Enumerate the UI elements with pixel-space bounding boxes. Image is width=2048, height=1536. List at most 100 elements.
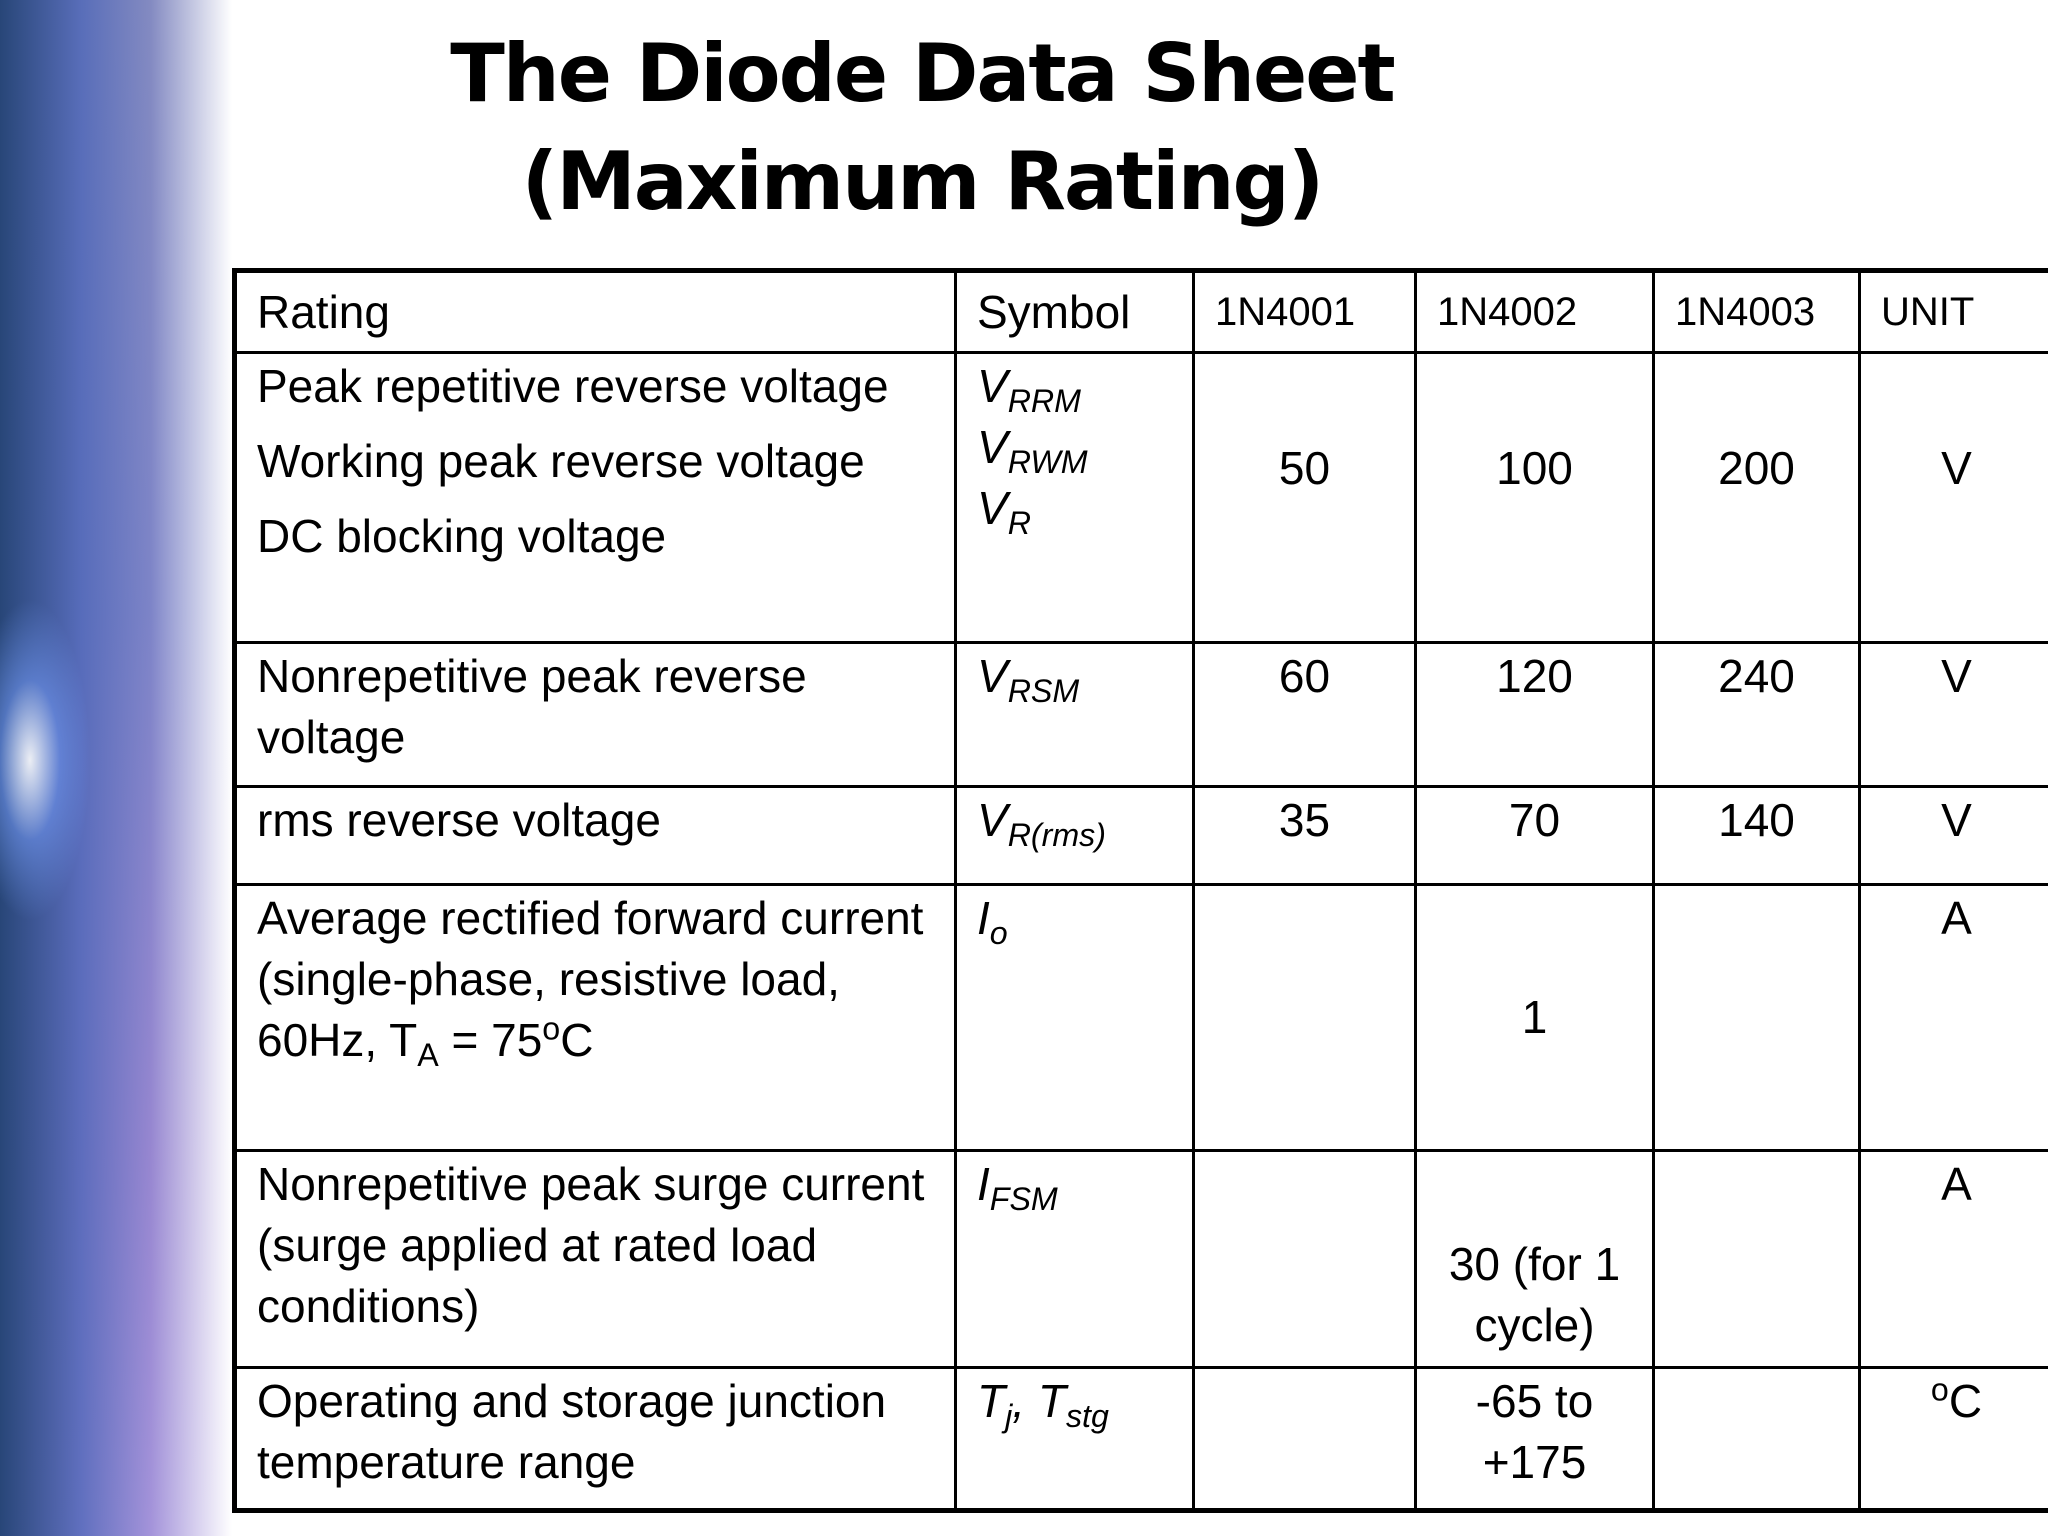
text-segment: V (977, 794, 1008, 846)
text-segment: R(rms) (1007, 817, 1106, 854)
rating-cell: rms reverse voltage (233, 785, 957, 886)
text-segment: o (542, 1010, 561, 1047)
value-cell (1652, 1149, 1861, 1369)
value-cell: 140 (1652, 785, 1861, 886)
text-segment: C (560, 1014, 594, 1066)
value-cell: 200 (1652, 351, 1861, 644)
rating-text: Peak repetitive reverse voltage (257, 356, 934, 417)
rating-text: Working peak reverse voltage (257, 431, 934, 492)
value-cell: 240 (1652, 641, 1861, 788)
value-text: 50 (1278, 442, 1331, 494)
rating-text: Operating and storage junction temperatu… (257, 1371, 934, 1493)
symbol-text: VRWM (977, 417, 1172, 478)
column-header: UNIT (1858, 269, 2048, 354)
text-segment: I (977, 892, 990, 944)
value-cell (1192, 1366, 1417, 1512)
text-segment: V (1941, 794, 1972, 846)
text-segment: Nonrepetitive peak reverse voltage (257, 650, 807, 763)
symbol-cell: VRRM VRWM VR (954, 351, 1195, 644)
symbol-text: VRRM (977, 356, 1172, 417)
header-row: Rating Symbol 1N4001 1N4002 1N4003 UNIT (233, 269, 2048, 354)
value-cell: 35 (1192, 785, 1417, 886)
symbol-text: Tj, Tstg (977, 1371, 1172, 1432)
unit-cell: V (1858, 641, 2048, 788)
symbol-text: VRSM (977, 646, 1172, 707)
column-header: Symbol (954, 269, 1195, 354)
rating-text: DC blocking voltage (257, 506, 934, 567)
text-segment: V (977, 482, 1008, 534)
text-segment: R (1007, 505, 1031, 542)
symbol-text: VR (977, 478, 1172, 539)
unit-cell: V (1858, 351, 2048, 644)
text-segment: RSM (1007, 673, 1080, 710)
rating-cell: Nonrepetitive peak reverse voltage (233, 641, 957, 788)
table-row: Nonrepetitive peak reverse voltage VRSM 60… (233, 641, 2048, 788)
symbol-cell: IFSM (954, 1149, 1195, 1369)
text-segment: V (1941, 650, 1972, 702)
rating-cell: Peak repetitive reverse voltage Working p… (233, 351, 957, 644)
text-segment: V (977, 650, 1008, 702)
rating-cell: Operating and storage junction temperatu… (233, 1366, 957, 1512)
value-cell (1192, 883, 1417, 1152)
table-row: Operating and storage junction temperatu… (233, 1366, 2048, 1512)
value-text: 240 (1718, 650, 1795, 702)
unit-cell: oC (1858, 1366, 2048, 1512)
symbol-cell: VR(rms) (954, 785, 1195, 886)
table-row: Average rectified forward current (singl… (233, 883, 2048, 1152)
text-segment: A (417, 1037, 439, 1074)
rating-text: rms reverse voltage (257, 790, 934, 851)
column-header: 1N4002 (1414, 269, 1655, 354)
value-cell: 30 (for 1 cycle) (1414, 1149, 1655, 1369)
symbol-cell: Io (954, 883, 1195, 1152)
symbol-cell: VRSM (954, 641, 1195, 788)
value-cell: 70 (1414, 785, 1655, 886)
column-header: 1N4001 (1192, 269, 1417, 354)
text-segment: , T (1012, 1375, 1066, 1427)
rating-text: Nonrepetitive peak reverse voltage (257, 646, 934, 768)
table-row: Peak repetitive reverse voltage Working p… (233, 351, 2048, 644)
value-text: 1 (1521, 991, 1548, 1043)
rating-cell: Nonrepetitive peak surge current (surge … (233, 1149, 957, 1369)
rating-cell: Average rectified forward current (singl… (233, 883, 957, 1152)
value-text: 60 (1278, 650, 1331, 702)
rating-text: Nonrepetitive peak surge current (surge … (257, 1154, 934, 1337)
text-segment: rms reverse voltage (257, 794, 661, 846)
rating-text: Average rectified forward current (singl… (257, 888, 934, 1071)
text-segment: DC blocking voltage (257, 510, 667, 562)
value-cell (1652, 1366, 1861, 1512)
value-cell: 60 (1192, 641, 1417, 788)
symbol-text: Io (977, 888, 1172, 949)
value-text: 140 (1718, 794, 1795, 846)
value-text: 200 (1718, 442, 1795, 494)
text-segment: FSM (989, 1181, 1058, 1218)
text-segment: T (977, 1375, 1006, 1427)
text-segment: j (1005, 1398, 1013, 1435)
text-segment: V (977, 421, 1008, 473)
value-text: 30 (for 1 cycle) (1448, 1238, 1621, 1351)
value-cell: 100 (1414, 351, 1655, 644)
value-cell: 1 (1414, 883, 1655, 1152)
title-line: (Maximum Rating) (521, 135, 1325, 228)
text-segment: Working peak reverse voltage (257, 435, 865, 487)
text-segment: RWM (1007, 444, 1088, 481)
text-segment: V (977, 360, 1008, 412)
text-segment: A (1941, 1158, 1972, 1210)
value-cell: 120 (1414, 641, 1655, 788)
text-segment: Operating and storage junction temperatu… (257, 1375, 887, 1488)
value-cell: -65 to +175 (1414, 1366, 1655, 1512)
text-segment: Peak repetitive reverse voltage (257, 360, 889, 412)
text-segment: C (1948, 1375, 1983, 1427)
value-text: 70 (1508, 794, 1561, 846)
unit-cell: A (1858, 883, 2048, 1152)
value-text: 120 (1496, 650, 1573, 702)
text-segment: Nonrepetitive peak surge current (surge … (257, 1158, 925, 1332)
table-row: rms reverse voltage VR(rms) 35 70 140 V (233, 785, 2048, 886)
table-row: Nonrepetitive peak surge current (surge … (233, 1149, 2048, 1369)
text-segment: V (1941, 442, 1972, 494)
column-header: Rating (233, 269, 957, 354)
value-cell (1192, 1149, 1417, 1369)
title: The Diode Data Sheet (Maximum Rating) (232, 20, 1612, 236)
column-header: 1N4003 (1652, 269, 1861, 354)
